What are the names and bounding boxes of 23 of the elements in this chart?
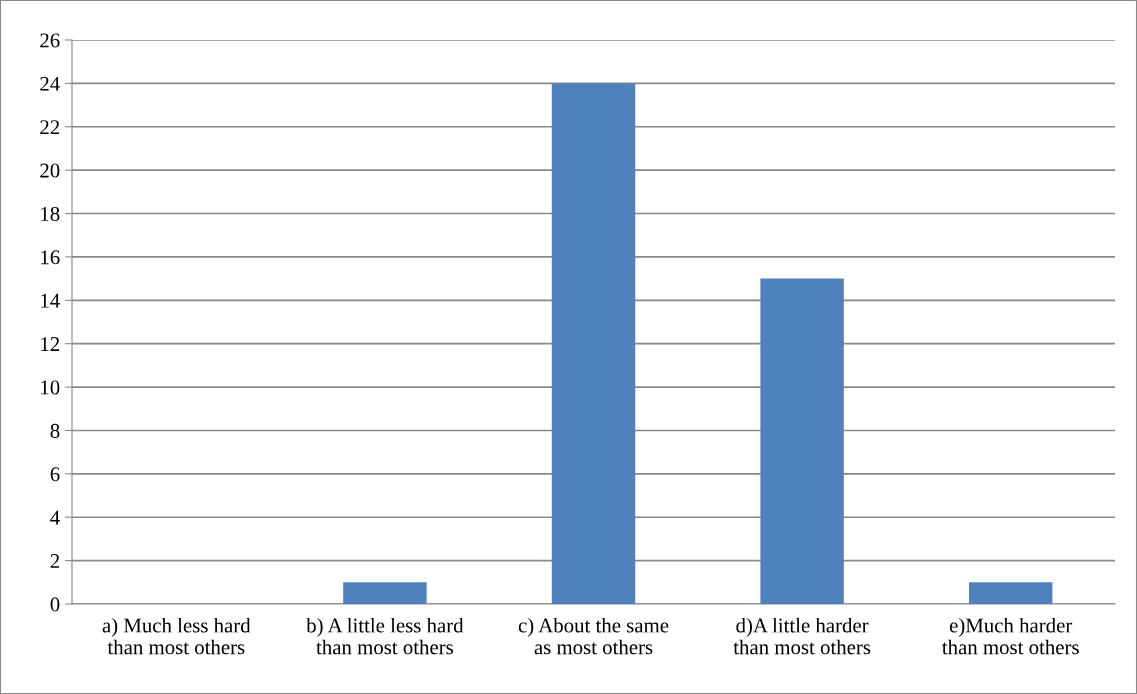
y-tick-label: 8 (50, 423, 60, 438)
y-tick-label: 24 (40, 76, 60, 91)
bar (343, 582, 427, 604)
y-tick-label: 20 (40, 163, 60, 178)
y-tick-label: 2 (50, 554, 60, 568)
x-tick-label: b) A little less hard than most others (306, 617, 464, 655)
bar (760, 278, 844, 604)
x-tick-label: e)Much harder than most others (942, 617, 1079, 655)
y-tick-label: 22 (40, 120, 60, 134)
y-tick-label: 0 (50, 597, 60, 612)
x-tick-label: a) Much less hard than most others (102, 617, 251, 655)
y-tick-label: 6 (50, 467, 60, 482)
bar (551, 83, 636, 604)
x-tick-label: c) About the same as most others (518, 617, 669, 655)
y-tick-label: 10 (41, 380, 60, 395)
y-tick-label: 16 (41, 250, 60, 265)
y-tick-label: 12 (41, 337, 60, 351)
bar (968, 582, 1053, 604)
x-tick-label: d)A little harder than most others (733, 617, 871, 655)
y-tick-label: 26 (40, 33, 60, 48)
y-tick-label: 4 (50, 510, 60, 525)
y-tick-label: 14 (41, 293, 60, 308)
y-tick-label: 18 (41, 206, 60, 221)
